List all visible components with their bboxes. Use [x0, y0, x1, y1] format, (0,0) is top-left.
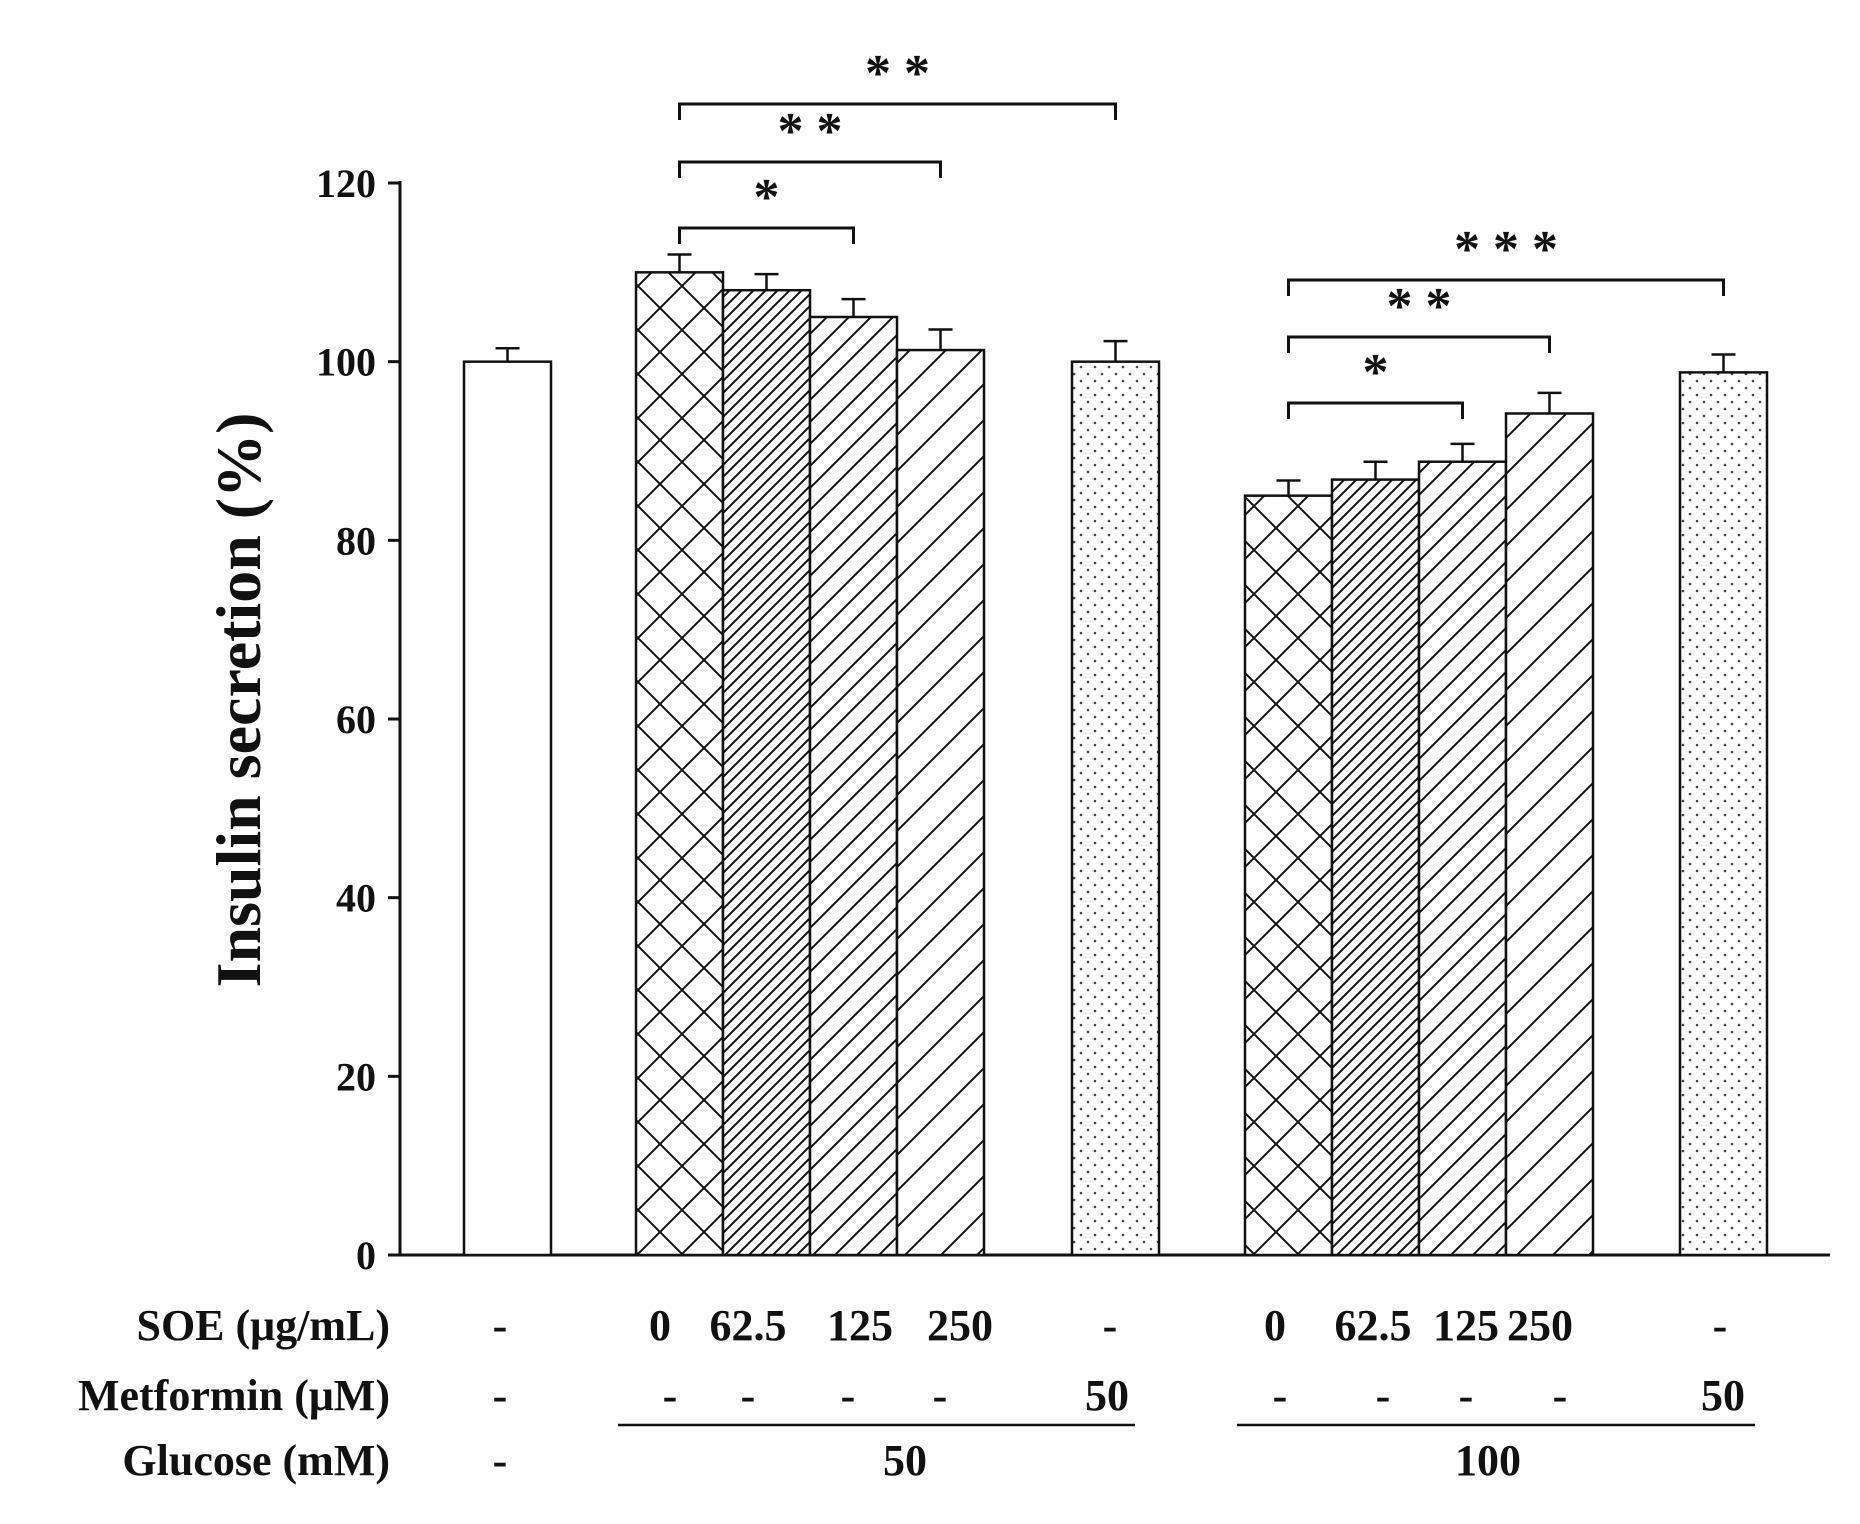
significance-stars: * *: [778, 103, 843, 160]
y-tick-label: 40: [336, 876, 376, 921]
metformin-value: 50: [1085, 1371, 1129, 1420]
metformin-value: -: [663, 1371, 678, 1420]
metformin-value: -: [933, 1371, 948, 1420]
bar-g50-soe125: [808, 315, 899, 1257]
glucose-control-value: -: [493, 1436, 508, 1485]
metformin-value: -: [1459, 1371, 1474, 1420]
metformin-value: -: [1376, 1371, 1391, 1420]
soe-value: -: [1713, 1301, 1728, 1350]
glucose-group-value: 100: [1455, 1436, 1521, 1485]
y-tick-label: 120: [316, 161, 376, 206]
soe-value: 62.5: [710, 1301, 787, 1350]
soe-value: 125: [827, 1301, 893, 1350]
significance-stars: * * *: [1454, 221, 1558, 278]
bar-control: [462, 360, 553, 1257]
bars-group: [462, 253, 1769, 1257]
significance-bracket: [678, 160, 942, 178]
significance-stars: * *: [1387, 278, 1452, 335]
bar-g100-soe0: [1243, 494, 1334, 1257]
bar-g100-metformin: [1678, 371, 1769, 1257]
bar-g100-soe250: [1504, 412, 1595, 1257]
metformin-value: 50: [1701, 1371, 1745, 1420]
y-tick-label: 60: [336, 697, 376, 742]
soe-value: 62.5: [1335, 1301, 1412, 1350]
y-tick-label: 100: [316, 340, 376, 385]
soe-value: 250: [1507, 1301, 1573, 1350]
soe-value: 0: [1264, 1301, 1286, 1350]
significance-bracket: [1287, 278, 1725, 296]
significance-stars: *: [754, 169, 780, 226]
y-axis-label: Insulin secretion (%): [203, 413, 274, 988]
bar-g50-soe62.5: [721, 288, 812, 1257]
soe-value: 0: [649, 1301, 671, 1350]
metformin-value: -: [1273, 1371, 1288, 1420]
glucose-group-value: 50: [883, 1436, 927, 1485]
soe-value: 250: [927, 1301, 993, 1350]
metformin-value: -: [1553, 1371, 1568, 1420]
soe-row-label: SOE (μg/mL): [136, 1301, 390, 1350]
significance-group: ** ** *** ** * *: [678, 45, 1725, 419]
significance-bracket: [678, 226, 855, 244]
significance-stars: * *: [865, 45, 930, 102]
significance-stars: *: [1363, 344, 1389, 401]
y-tick-label: 80: [336, 518, 376, 563]
metformin-value: -: [741, 1371, 756, 1420]
bar-g50-metformin: [1070, 360, 1161, 1257]
significance-bracket: [1287, 335, 1551, 353]
soe-value: 125: [1433, 1301, 1499, 1350]
condition-table: SOE (μg/mL)Metformin (μM)Glucose (mM)- 0 6…: [78, 1301, 1755, 1485]
bar-g100-soe62.5: [1330, 478, 1421, 1257]
bar-g100-soe125: [1417, 460, 1508, 1257]
y-tick-label: 20: [336, 1054, 376, 1099]
metformin-value: -: [841, 1371, 856, 1420]
glucose-row-label: Glucose (mM): [122, 1436, 390, 1485]
bar-g50-soe250: [895, 348, 986, 1257]
y-tick-label: 0: [356, 1233, 376, 1278]
significance-bracket: [678, 102, 1117, 120]
significance-bracket: [1287, 401, 1464, 419]
soe-value: -: [1103, 1301, 1118, 1350]
bar-g50-soe0: [634, 271, 725, 1257]
metformin-row-label: Metformin (μM): [78, 1371, 390, 1420]
metformin-value: -: [493, 1371, 508, 1420]
soe-value: -: [493, 1301, 508, 1350]
